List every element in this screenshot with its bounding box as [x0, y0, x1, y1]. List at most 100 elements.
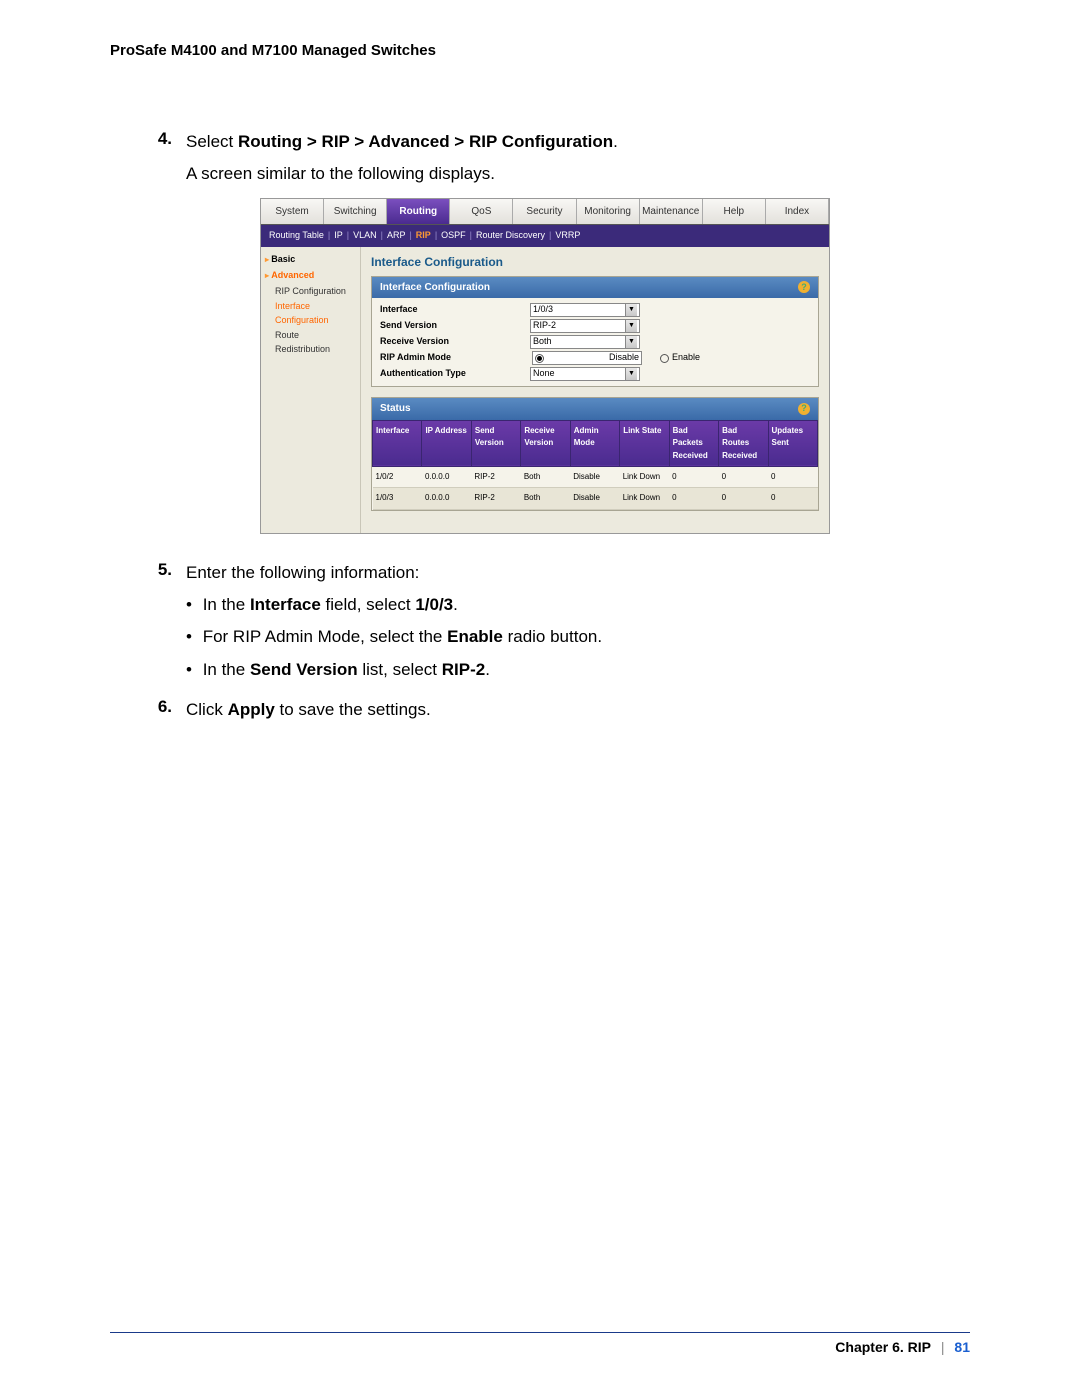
tab-maintenance[interactable]: Maintenance	[640, 199, 703, 225]
v: Both	[533, 335, 552, 349]
table-row: 1/0/3 0.0.0.0 RIP-2 Both Disable Link Do…	[373, 488, 818, 509]
td: 0	[669, 466, 718, 487]
step-4-line1: Select Routing > RIP > Advanced > RIP Co…	[186, 129, 830, 155]
sidebar-item-route-redist[interactable]: Route Redistribution	[265, 329, 356, 357]
t: Routing > RIP > Advanced > RIP Configura…	[238, 132, 613, 151]
td: 0.0.0.0	[422, 488, 471, 509]
td: 0	[719, 488, 768, 509]
t: Send Version	[250, 660, 358, 679]
step-5: 5. Enter the following information: In t…	[150, 560, 970, 689]
chevron-down-icon: ▼	[625, 368, 637, 380]
t: Disable	[609, 351, 639, 365]
subtab-ip[interactable]: IP	[334, 229, 343, 243]
v: 1/0/3	[533, 303, 553, 317]
th: Admin Mode	[570, 420, 619, 466]
sidebar: Basic Advanced RIP Configuration Interfa…	[261, 247, 361, 533]
help-icon[interactable]: ?	[798, 281, 810, 293]
td: Disable	[570, 488, 619, 509]
sidebar-basic[interactable]: Basic	[265, 253, 356, 267]
tab-security[interactable]: Security	[513, 199, 576, 225]
subtab-arp[interactable]: ARP	[387, 229, 406, 243]
label-interface: Interface	[380, 303, 530, 317]
footer-chapter: Chapter 6. RIP	[835, 1339, 931, 1355]
step-6-text: Click Apply to save the settings.	[186, 697, 431, 723]
th: Updates Sent	[768, 420, 818, 466]
t: Interface	[250, 595, 321, 614]
footer-page: 81	[954, 1339, 970, 1355]
step-6: 6. Click Apply to save the settings.	[150, 697, 970, 729]
tab-system[interactable]: System	[261, 199, 324, 225]
panel-interface-config: Interface Configuration ? Interface 1/0/…	[371, 276, 819, 388]
t: to save the settings.	[275, 700, 431, 719]
subtab-router-discovery[interactable]: Router Discovery	[476, 229, 545, 243]
table-row: 1/0/2 0.0.0.0 RIP-2 Both Disable Link Do…	[373, 466, 818, 487]
th: Send Version	[471, 420, 520, 466]
t: In the	[203, 660, 250, 679]
th: Link State	[620, 420, 669, 466]
tab-qos[interactable]: QoS	[450, 199, 513, 225]
page-footer: Chapter 6. RIP | 81	[110, 1332, 970, 1355]
sidebar-item-rip-config[interactable]: RIP Configuration	[265, 285, 356, 299]
th: Bad Routes Received	[719, 420, 768, 466]
bullet-2: For RIP Admin Mode, select the Enable ra…	[186, 624, 602, 650]
td: 0	[768, 466, 818, 487]
radio-disable[interactable]: Disable	[532, 351, 642, 365]
t: field, select	[321, 595, 416, 614]
label-auth-type: Authentication Type	[380, 367, 530, 381]
t: Enable	[672, 351, 700, 365]
status-table: Interface IP Address Send Version Receiv…	[372, 420, 818, 510]
radio-enable[interactable]: Enable	[660, 351, 700, 365]
td: 0	[768, 488, 818, 509]
step-5-intro: Enter the following information:	[186, 560, 602, 586]
tab-monitoring[interactable]: Monitoring	[577, 199, 640, 225]
th: Interface	[373, 420, 422, 466]
subtab-rip[interactable]: RIP	[416, 229, 431, 243]
panel-title: Interface Configuration	[380, 280, 490, 296]
th: IP Address	[422, 420, 471, 466]
t: Enable	[447, 627, 503, 646]
subtab-ospf[interactable]: OSPF	[441, 229, 466, 243]
main-tabs: System Switching Routing QoS Security Mo…	[261, 199, 829, 226]
screenshot: System Switching Routing QoS Security Mo…	[260, 198, 830, 534]
td: 1/0/3	[373, 488, 422, 509]
t: RIP-2	[442, 660, 485, 679]
t: .	[485, 660, 490, 679]
t: list, select	[358, 660, 442, 679]
t: Apply	[228, 700, 275, 719]
main-content: Interface Configuration Interface Config…	[361, 247, 829, 533]
td: Disable	[570, 466, 619, 487]
select-send-version[interactable]: RIP-2▼	[530, 319, 640, 333]
t: Select	[186, 132, 238, 151]
v: None	[533, 367, 555, 381]
step-4-num: 4.	[150, 129, 172, 552]
sidebar-advanced[interactable]: Advanced	[265, 269, 356, 283]
tab-routing[interactable]: Routing	[387, 199, 450, 225]
footer-divider: |	[941, 1339, 945, 1355]
td: 0.0.0.0	[422, 466, 471, 487]
td: 0	[719, 466, 768, 487]
subtab-vrrp[interactable]: VRRP	[555, 229, 580, 243]
select-auth-type[interactable]: None ▼	[530, 367, 640, 381]
subtab-routing-table[interactable]: Routing Table	[269, 229, 324, 243]
sidebar-item-interface-config[interactable]: Interface Configuration	[265, 300, 356, 328]
bullet-3: In the Send Version list, select RIP-2.	[186, 657, 602, 683]
chevron-down-icon: ▼	[625, 336, 637, 348]
help-icon[interactable]: ?	[798, 403, 810, 415]
td: Both	[521, 488, 570, 509]
td: Link Down	[620, 466, 669, 487]
page-title: Interface Configuration	[371, 253, 819, 272]
t: .	[453, 595, 458, 614]
subtab-vlan[interactable]: VLAN	[353, 229, 377, 243]
th: Bad Packets Received	[669, 420, 718, 466]
select-interface[interactable]: 1/0/3▼	[530, 303, 640, 317]
select-receive-version[interactable]: Both ▼	[530, 335, 640, 349]
chevron-down-icon: ▼	[625, 320, 637, 332]
tab-help[interactable]: Help	[703, 199, 766, 225]
tab-index[interactable]: Index	[766, 199, 829, 225]
t: Click	[186, 700, 228, 719]
td: 0	[669, 488, 718, 509]
td: RIP-2	[471, 488, 520, 509]
td: RIP-2	[471, 466, 520, 487]
doc-header: ProSafe M4100 and M7100 Managed Switches	[110, 42, 970, 59]
tab-switching[interactable]: Switching	[324, 199, 387, 225]
